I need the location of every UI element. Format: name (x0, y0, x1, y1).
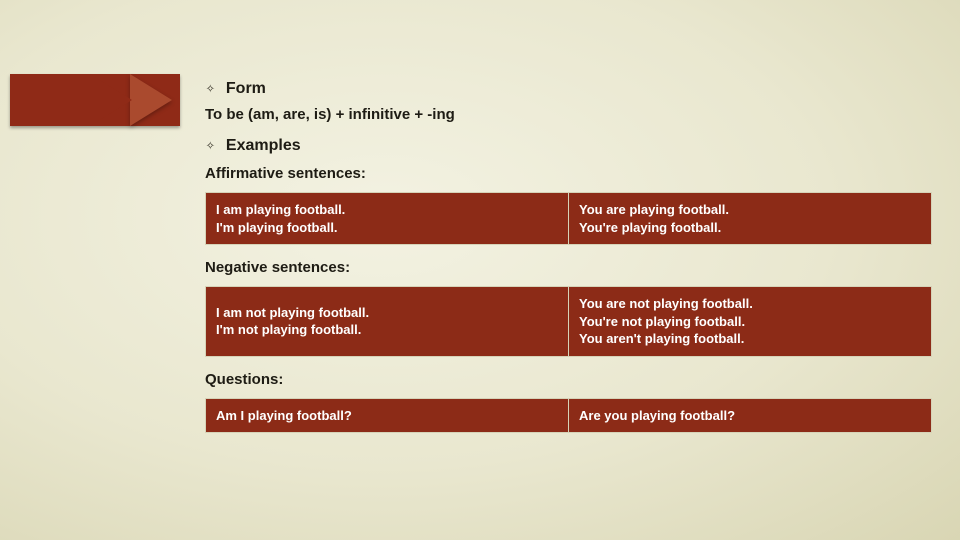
decorative-arrow-back (90, 74, 132, 126)
decorative-arrow-front (130, 74, 172, 126)
bullet-examples: ✧ Examples (205, 137, 932, 155)
affirmative-table: I am playing football.I'm playing footba… (205, 192, 932, 245)
negative-heading: Negative sentences: (205, 259, 932, 276)
negative-cell-left: I am not playing football.I'm not playin… (206, 287, 569, 357)
affirmative-cell-left: I am playing football.I'm playing footba… (206, 193, 569, 245)
bullet-form-label: Form (226, 80, 266, 98)
diamond-bullet-icon: ✧ (206, 82, 216, 96)
questions-heading: Questions: (205, 371, 932, 388)
form-rule-text: To be (am, are, is) + infinitive + -ing (205, 106, 932, 123)
affirmative-heading: Affirmative sentences: (205, 165, 932, 182)
negative-table: I am not playing football.I'm not playin… (205, 286, 932, 357)
negative-cell-right: You are not playing football.You're not … (569, 287, 932, 357)
questions-cell-left: Am I playing football? (206, 398, 569, 433)
bullet-form: ✧ Form (205, 80, 932, 98)
diamond-bullet-icon: ✧ (206, 139, 216, 153)
affirmative-cell-right: You are playing football.You're playing … (569, 193, 932, 245)
slide-content: ✧ Form To be (am, are, is) + infinitive … (205, 80, 932, 447)
bullet-examples-label: Examples (226, 137, 301, 155)
questions-cell-right: Are you playing football? (569, 398, 932, 433)
questions-table: Am I playing football? Are you playing f… (205, 398, 932, 434)
